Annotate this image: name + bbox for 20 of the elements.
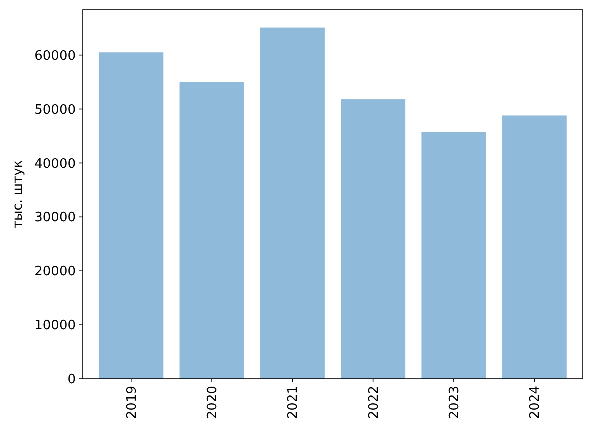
x-tick-label: 2020 <box>206 386 221 420</box>
bar <box>180 82 244 379</box>
x-tick-label: 2022 <box>366 386 382 420</box>
y-tick-label: 0 <box>68 372 76 388</box>
x-tick-label: 2019 <box>124 386 140 420</box>
bar <box>99 52 164 379</box>
x-tick-label: 2024 <box>528 386 544 420</box>
y-tick-label: 60000 <box>34 48 76 64</box>
bar <box>422 132 486 379</box>
bar <box>502 116 567 379</box>
y-tick-label: 50000 <box>34 102 76 118</box>
bar <box>341 100 406 379</box>
y-tick-label: 10000 <box>34 318 76 334</box>
y-tick-label: 20000 <box>34 264 76 280</box>
y-axis-title: тыс. штук <box>11 160 26 229</box>
y-tick-label: 40000 <box>34 156 76 172</box>
x-tick-label: 2021 <box>286 386 302 420</box>
bar <box>260 28 325 379</box>
x-tick-label: 2023 <box>448 386 463 420</box>
y-tick-label: 30000 <box>34 210 76 226</box>
